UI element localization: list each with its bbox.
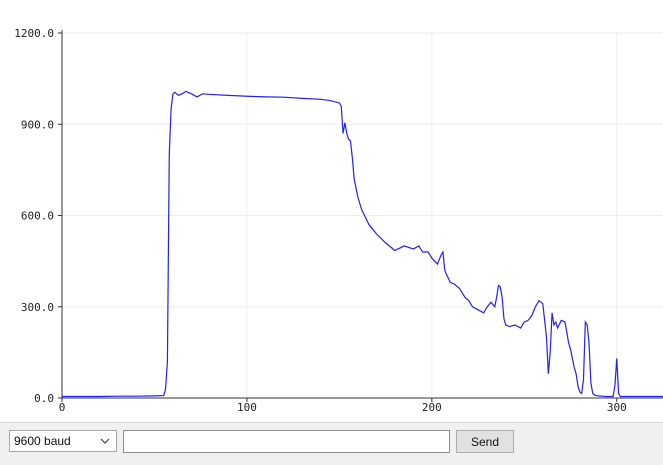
series-line [62,90,663,398]
x-tick-label: 300 [607,401,627,414]
tick-labels: 0.0 300.0 600.0 900.0 1200.0 0 100 200 300 [14,27,626,414]
axes [58,30,663,402]
y-tick-label: 600.0 [21,210,54,223]
baud-rate-select[interactable]: 9600 baud [9,430,117,452]
input-toolbar: 9600 baud Send [0,422,663,465]
y-tick-label: 300.0 [21,301,54,314]
send-button[interactable]: Send [456,430,514,453]
grid [62,32,663,398]
baud-rate-value: 9600 baud [14,434,71,448]
chevron-down-icon [100,438,110,444]
serial-plotter: 0.0 300.0 600.0 900.0 1200.0 0 100 200 300 [14,27,663,414]
y-tick-label: 0.0 [34,392,54,405]
x-tick-label: 0 [59,401,66,414]
y-tick-label: 1200.0 [14,27,54,40]
message-input[interactable] [123,430,450,453]
x-tick-label: 200 [422,401,442,414]
x-tick-label: 100 [237,401,257,414]
plot-canvas: 0.0 300.0 600.0 900.0 1200.0 0 100 200 300 [14,27,663,414]
y-tick-label: 900.0 [21,118,54,131]
